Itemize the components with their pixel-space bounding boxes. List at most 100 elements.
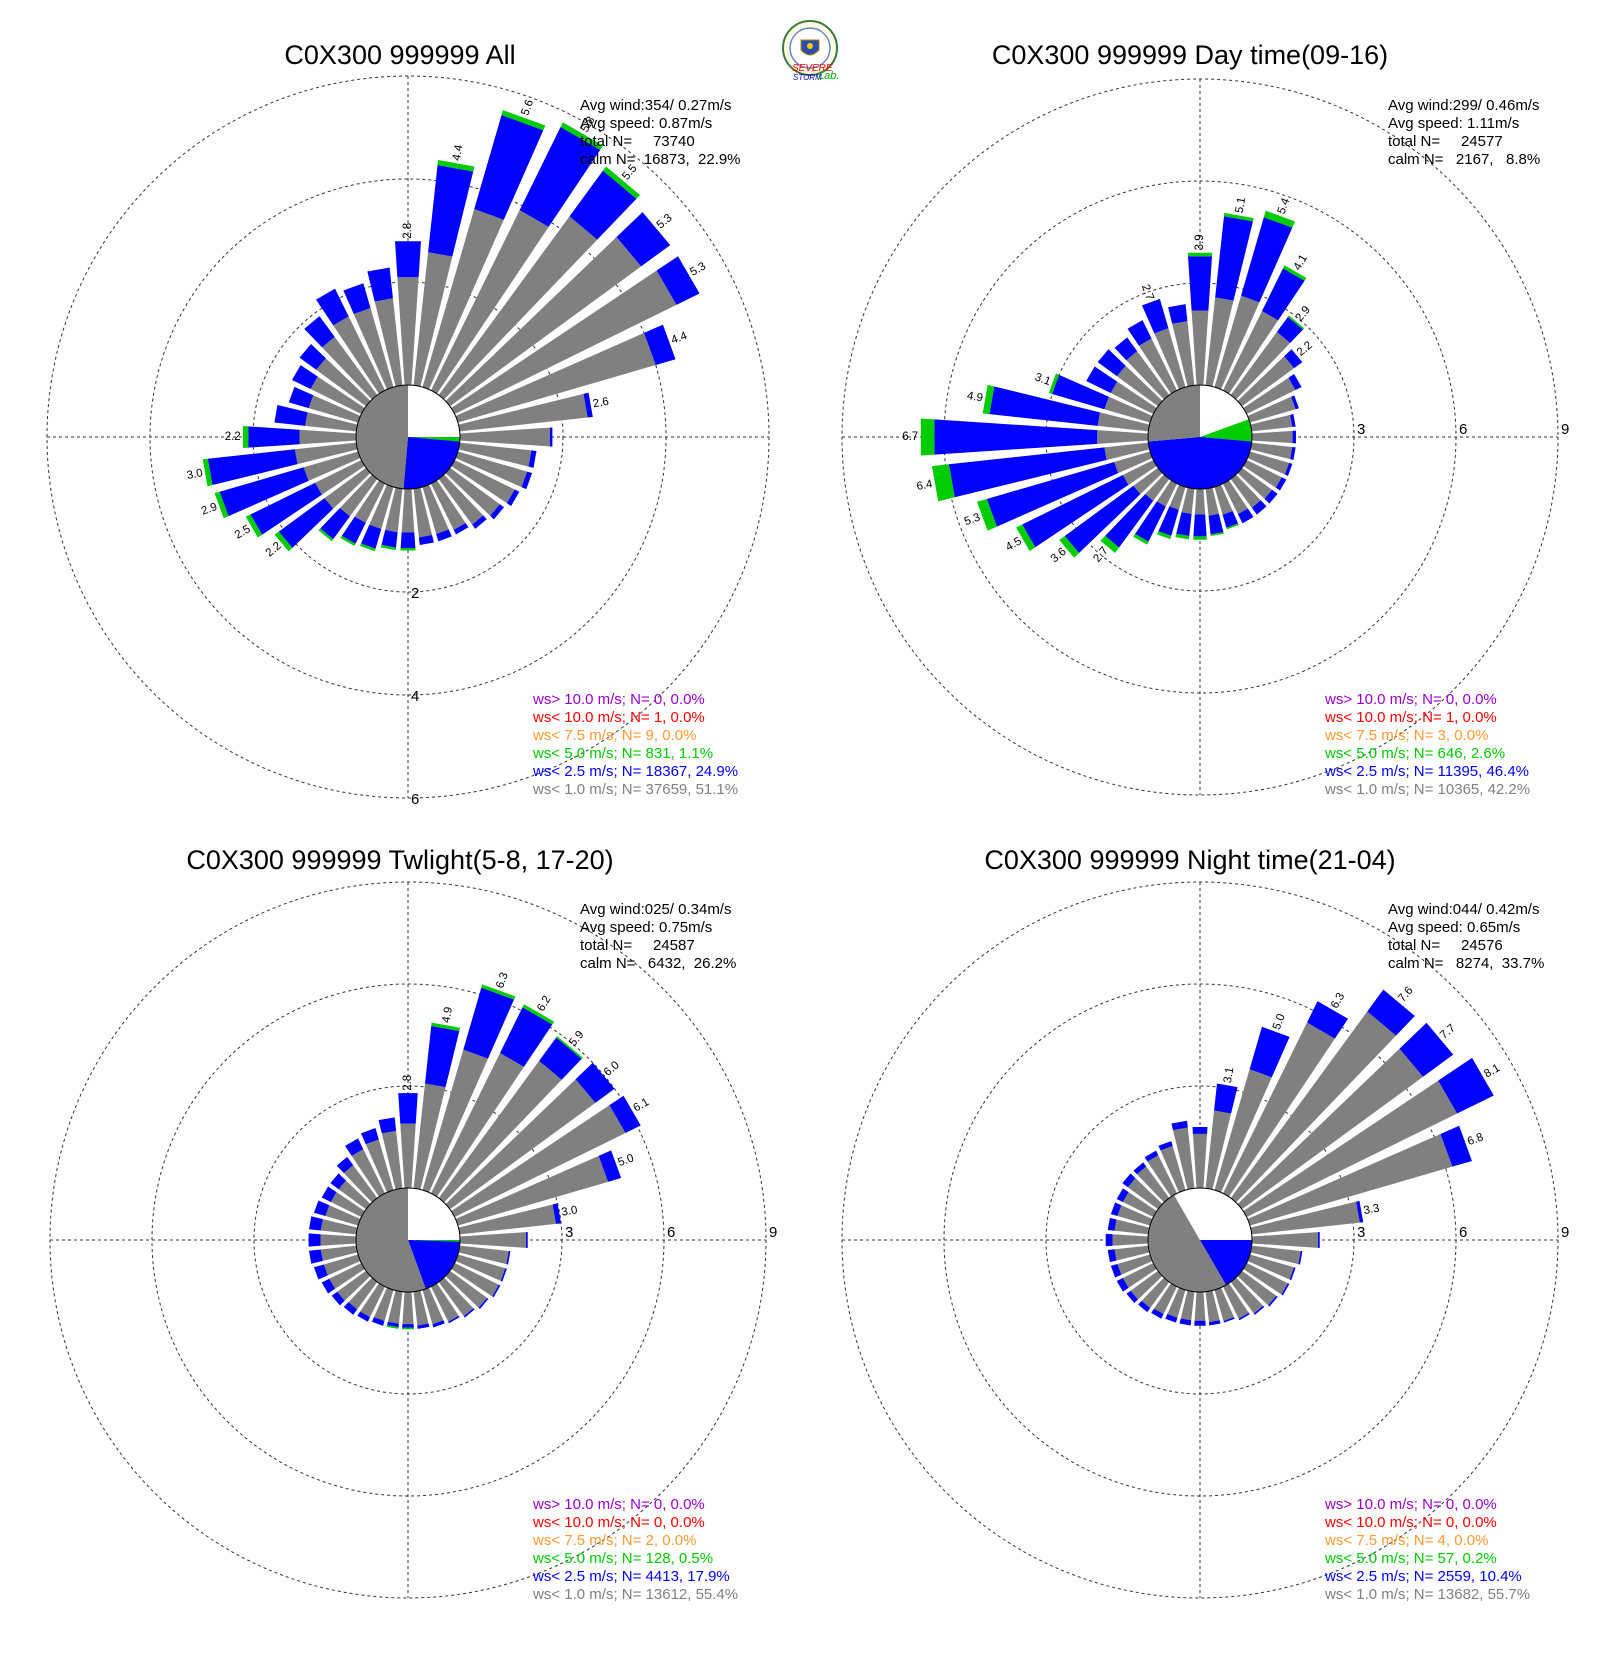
wind-bar-blue-segment: [308, 1216, 323, 1231]
legend-entry-red: ws< 10.0 m/s; N= 1, 0.0%: [532, 709, 705, 726]
wind-bar-gray-segment: [422, 484, 449, 534]
bar-value-label: 6.4: [916, 478, 934, 493]
wind-bar-blue-segment: [308, 1249, 323, 1264]
wind-bar-gray-segment: [315, 459, 365, 495]
stats-block: Avg wind:299/ 0.46m/s Avg speed: 1.11m/s…: [1388, 97, 1540, 168]
wind-bar-blue-segment: [1440, 1125, 1472, 1167]
wind-bar-gray-segment: [1130, 1270, 1163, 1300]
wind-bar-gray-segment: [374, 298, 403, 387]
calm-circle-outline: [1147, 384, 1253, 490]
wind-bar-blue-segment: [1241, 217, 1293, 303]
wind-bar-gray-segment: [459, 427, 550, 447]
wind-bar-blue-segment: [1281, 1283, 1290, 1296]
wind-bar-gray-segment: [387, 1290, 403, 1324]
wind-bar-blue-segment: [569, 170, 637, 240]
wind-bar-green-segment: [274, 531, 293, 552]
wind-bar-green-segment: [931, 464, 955, 502]
wind-bar-gray-segment: [1230, 1277, 1264, 1314]
wind-bar-blue-segment: [1291, 395, 1299, 410]
bar-labels: 2.84.96.36.25.96.06.15.03.0: [402, 971, 651, 1219]
bar-value-label: 5.6: [519, 98, 536, 117]
ring-tick-label: 6: [1459, 1224, 1467, 1241]
wind-bar-gray-segment: [1230, 1011, 1397, 1203]
calm-sector-white: [408, 385, 460, 437]
calm-sector-gray: [1148, 1194, 1226, 1292]
wind-bars: [308, 984, 641, 1330]
wind-bar-gray-segment: [1191, 310, 1209, 386]
wind-bar-blue-segment: [1264, 489, 1278, 504]
speed-legend: ws> 10.0 m/s; N= 0, 0.0%ws< 10.0 m/s; N=…: [532, 691, 738, 798]
wind-bar-blue-segment: [549, 427, 553, 447]
wind-bar-gray-segment: [1243, 459, 1282, 488]
calm-sector-green: [408, 437, 460, 442]
wind-bar-gray-segment: [1117, 1254, 1153, 1275]
wind-bar-green-segment: [380, 545, 396, 551]
wind-bar-gray-segment: [325, 1205, 361, 1226]
wind-bar-blue-segment: [490, 504, 504, 520]
wind-bar-blue-segment: [304, 316, 335, 348]
wind-bar-green-segment: [982, 384, 995, 415]
wind-bar-blue-segment: [448, 1315, 460, 1324]
wind-bar-blue-segment: [1110, 1263, 1122, 1278]
wind-bar-green-segment: [1283, 265, 1307, 281]
calm-sector-gray: [356, 385, 408, 489]
wind-bar-gray-segment: [1214, 484, 1233, 515]
wind-bar-gray-segment: [430, 480, 466, 530]
wind-bar-blue-segment: [1176, 512, 1192, 537]
calm-circle: [355, 384, 461, 490]
wind-bar-blue-segment: [1097, 349, 1126, 377]
wind-bar-green-segment: [400, 547, 416, 551]
legend-entry-orange: ws< 7.5 m/s; N= 9, 0.0%: [532, 727, 696, 744]
wind-bar-gray-segment: [305, 412, 358, 432]
wind-bar-gray-segment: [451, 1105, 626, 1218]
wind-bar-gray-segment: [1180, 1290, 1195, 1321]
logo-star-icon: [807, 43, 813, 49]
logo-text-severe: SEVERE: [792, 63, 833, 74]
wind-bar-blue-segment: [207, 449, 298, 486]
wind-bar-gray-segment: [1222, 1283, 1249, 1319]
calm-sector-blue: [1148, 437, 1252, 489]
wind-bar-blue-segment: [656, 256, 700, 305]
wind-bar-gray-segment: [1160, 1145, 1186, 1193]
wind-bar-blue-segment: [1222, 511, 1239, 528]
wind-bar-green-segment: [1193, 536, 1207, 540]
wind-bar-gray-segment: [1114, 451, 1153, 474]
wind-bar-green-segment: [1263, 210, 1296, 228]
ring-tick-label: 6: [411, 791, 419, 808]
wind-bar-gray-segment: [353, 307, 394, 390]
calm-circle: [1147, 384, 1253, 490]
wind-bar-green-segment: [501, 110, 546, 131]
wind-bar-gray-segment: [310, 376, 365, 415]
calm-sector-gray: [1148, 385, 1200, 442]
legend-entry-blue: ws< 2.5 m/s; N= 11395, 46.4%: [1324, 763, 1529, 780]
wind-bar-blue-segment: [308, 1233, 321, 1247]
bar-value-label: 5.4: [1276, 196, 1293, 216]
wind-bar-gray-segment: [1147, 1155, 1178, 1197]
wind-bar-gray-segment: [397, 277, 419, 386]
wind-bar-blue-segment: [609, 1095, 641, 1133]
wind-bar-blue-segment: [402, 1324, 414, 1328]
legend-entry-orange: ws< 7.5 m/s; N= 3, 0.0%: [1324, 727, 1488, 744]
legend-entry-orange: ws< 7.5 m/s; N= 4, 0.0%: [1324, 1532, 1488, 1549]
legend-entry-green: ws< 5.0 m/s; N= 128, 0.5%: [532, 1550, 713, 1567]
ring-tick-label: 3: [1357, 421, 1365, 438]
calm-n-text: calm N= 2167, 8.8%: [1388, 151, 1540, 168]
wind-bar-gray-segment: [1154, 328, 1186, 390]
wind-bar-gray-segment: [1136, 1166, 1170, 1203]
wind-bar-green-segment: [243, 426, 249, 448]
wind-bar-green-segment: [481, 984, 516, 1000]
calm-sector-white: [1200, 1188, 1252, 1240]
wind-bar-gray-segment: [1112, 1234, 1149, 1246]
wind-bar-blue-segment: [1276, 316, 1304, 344]
wind-bar-blue-segment: [367, 267, 393, 302]
bar-value-label: 3.9: [1194, 234, 1206, 250]
wind-bar-blue-segment: [1290, 447, 1296, 460]
wind-bar-blue-segment: [1116, 1277, 1129, 1292]
wind-bar-gray-segment: [413, 252, 453, 387]
bar-value-label: 2.8: [402, 1075, 414, 1091]
wind-bar-gray-segment: [1173, 1127, 1195, 1190]
wind-bar-blue-segment: [395, 241, 421, 278]
wind-bar-gray-segment: [1247, 396, 1296, 423]
wind-bar-gray-segment: [1169, 484, 1186, 510]
